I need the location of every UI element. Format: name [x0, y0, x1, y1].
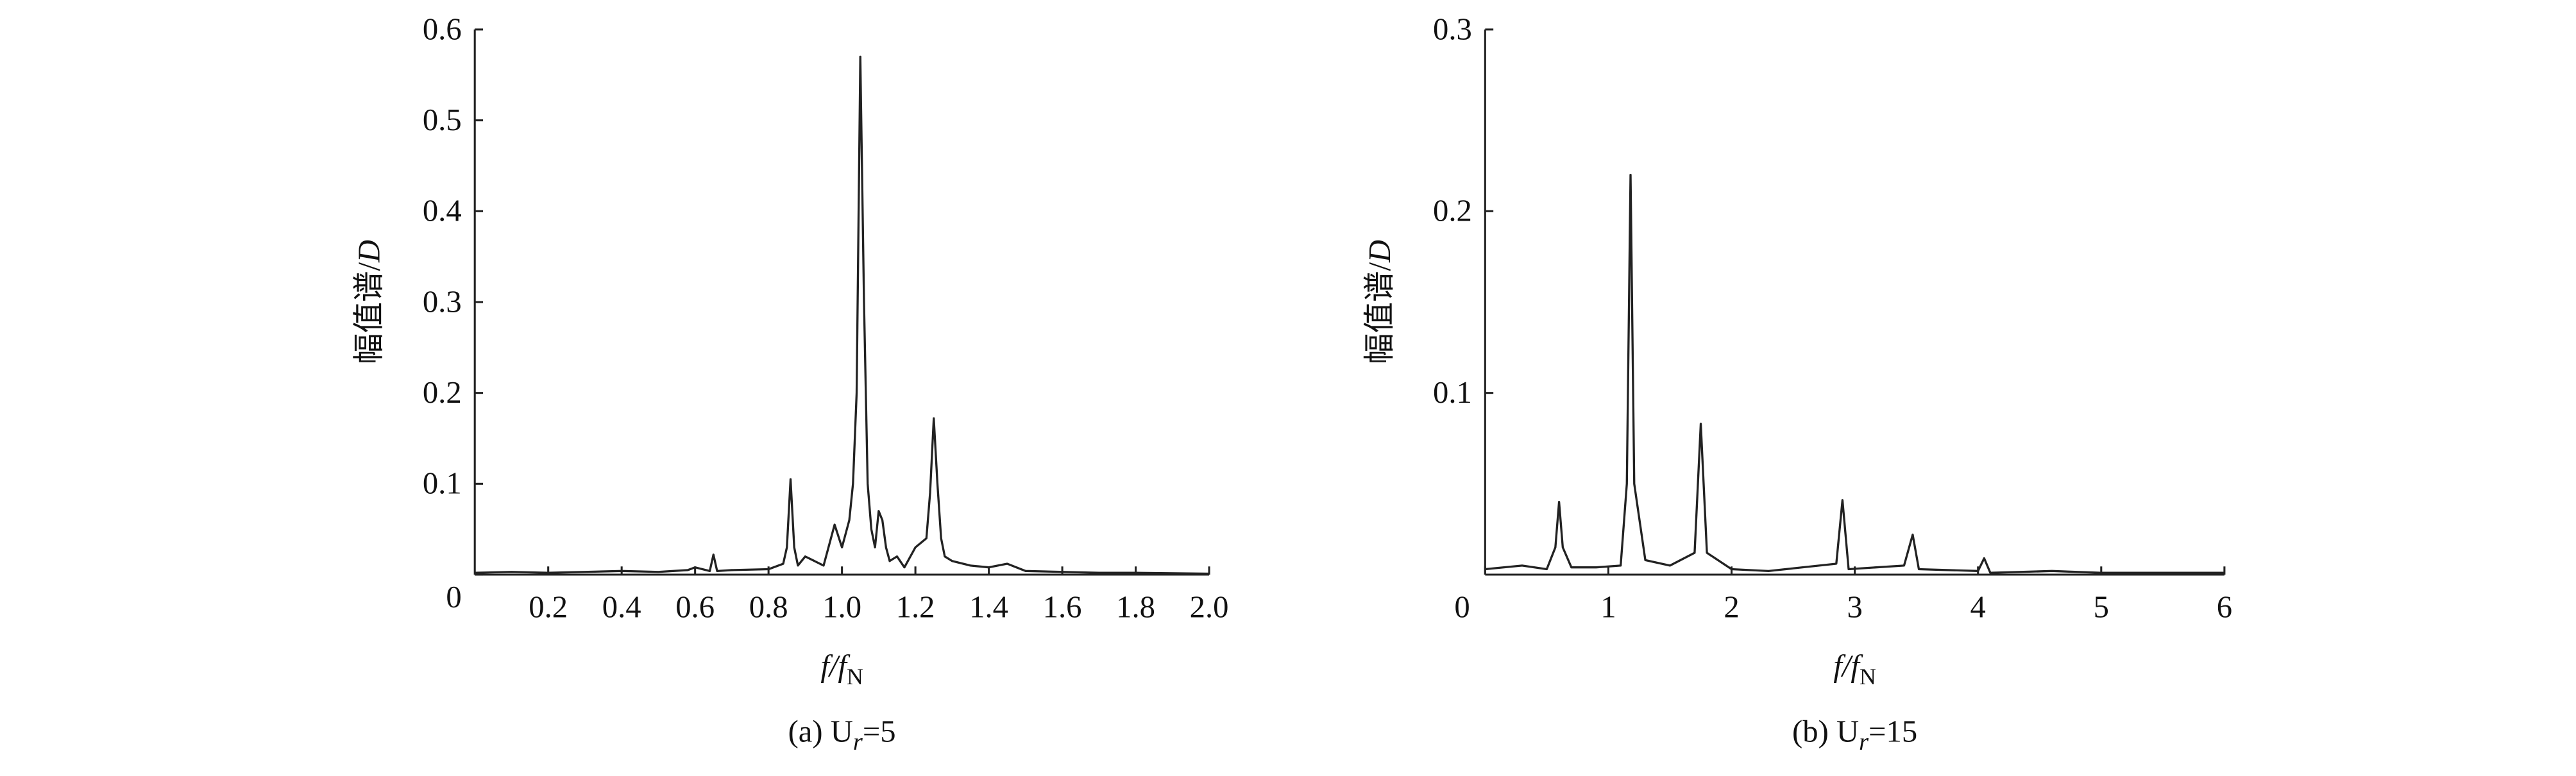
x-tick-label: 0.4: [602, 589, 641, 624]
text-part: =15: [1868, 714, 1917, 748]
text-part: N: [1860, 664, 1876, 689]
y-tick-label: 0: [446, 580, 461, 614]
text-part: D: [352, 240, 387, 263]
y-tick-label: 0.3: [1433, 12, 1472, 46]
x-axis-label: f/fN: [1833, 648, 1876, 689]
text-part: f/f: [1833, 648, 1863, 683]
y-tick-label: 0.1: [1433, 375, 1472, 410]
spectrum-line: [475, 55, 1210, 575]
y-tick-label: 0.1: [423, 466, 462, 501]
x-tick-label: 1.0: [822, 589, 861, 624]
text-part: (a) U: [788, 714, 853, 748]
x-tick-label: 0.2: [529, 589, 568, 624]
y-tick-label: 0.2: [423, 375, 462, 410]
text-part: r: [1859, 729, 1869, 755]
x-tick-label: 1.8: [1116, 589, 1155, 624]
x-axis-label: f/fN: [820, 648, 863, 689]
y-axis-label: 幅值谱/D: [1362, 240, 1397, 364]
x-tick-label: 2.0: [1190, 589, 1229, 624]
y-axis-label: 幅值谱/D: [352, 240, 387, 364]
x-tick-label: 0.8: [749, 589, 788, 624]
text-part: (b) U: [1792, 714, 1859, 748]
x-tick-label: 5: [2094, 589, 2109, 624]
x-tick-label: 3: [1847, 589, 1862, 624]
x-tick-label: 6: [2217, 589, 2232, 624]
text-part: D: [1362, 240, 1397, 263]
y-tick-label: 0.3: [423, 284, 462, 319]
y-tick-label: 0.6: [423, 12, 462, 46]
x-tick-label: 1.2: [896, 589, 935, 624]
y-tick-label: 0.2: [1433, 194, 1472, 228]
x-tick-label: 1.4: [969, 589, 1008, 624]
text-part: r: [853, 729, 863, 755]
x-tick-label: 0.6: [675, 589, 715, 624]
y-tick-label: 0.5: [423, 103, 462, 137]
x-tick-label: 2: [1724, 589, 1739, 624]
caption: (b) Ur=15: [1792, 714, 1917, 755]
caption: (a) Ur=5: [788, 714, 896, 755]
spectrum-line: [1485, 173, 2224, 574]
x-tick-label: 1: [1600, 589, 1616, 624]
text-part: f/f: [820, 648, 851, 683]
y-tick-label: 0.4: [423, 194, 462, 228]
text-part: N: [847, 664, 863, 689]
x-tick-label: 0: [1454, 589, 1470, 624]
x-tick-label: 4: [1970, 589, 1986, 624]
x-tick-label: 1.6: [1043, 589, 1082, 624]
text-part: =5: [863, 714, 896, 748]
text-part: 幅值谱/: [352, 262, 387, 364]
text-part: 幅值谱/: [1362, 262, 1397, 364]
